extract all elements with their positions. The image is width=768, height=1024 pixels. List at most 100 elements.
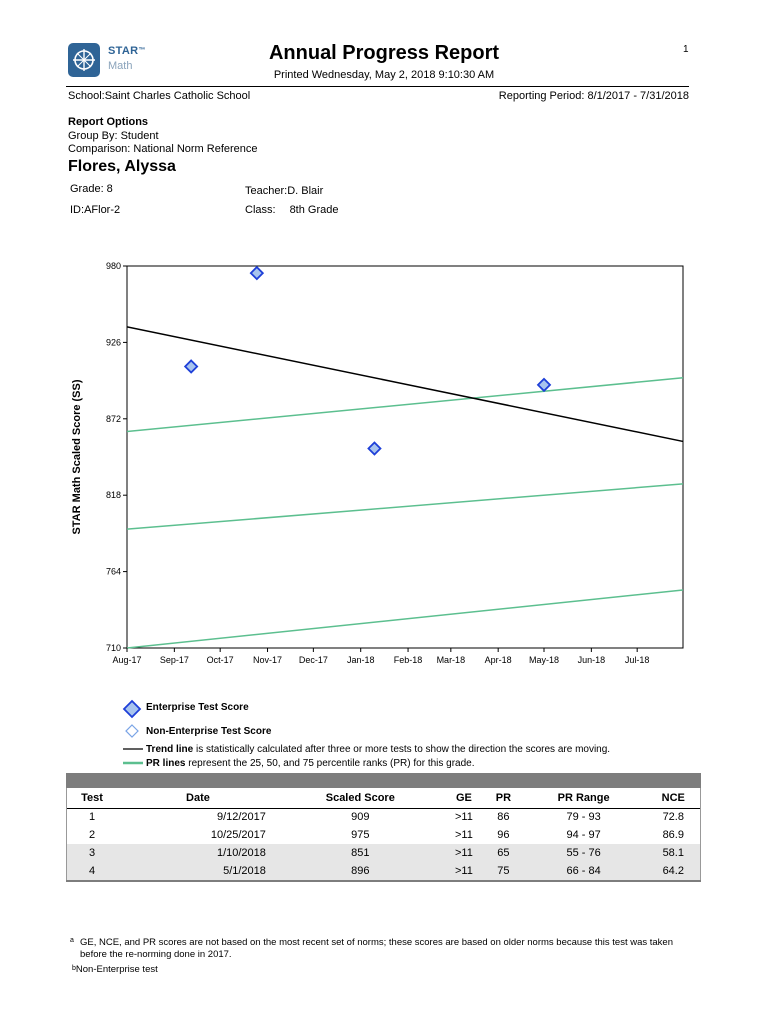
cell: 96 — [497, 829, 510, 841]
school-label: School: — [68, 90, 105, 102]
cell: 94 - 97 — [566, 829, 601, 841]
legend-non-enterprise: Non-Enterprise Test Score — [146, 726, 272, 737]
col-date: Date — [118, 788, 278, 809]
table-header-row: Test Date Scaled Score GE PR PR Range NC… — [66, 788, 701, 809]
star-logo-icon — [68, 43, 100, 77]
data-point — [367, 441, 382, 456]
cell: 2 — [88, 829, 96, 841]
cell: 909 — [351, 811, 370, 824]
student-name: Flores, Alyssa — [68, 158, 176, 175]
legend-markers — [122, 699, 143, 765]
report-options-heading: Report Options — [68, 116, 149, 128]
class-info: Class: 8th Grade — [245, 204, 338, 216]
col-test: Test — [66, 788, 118, 809]
logo-star-text: STAR™ — [108, 45, 146, 57]
table-row: 3 1/10/2018 851 >11 65 55 - 76 58.1 — [66, 844, 701, 862]
x-tick-label: Aug-17 — [112, 655, 141, 665]
cell: >11 — [442, 862, 486, 880]
cell: 1 — [88, 811, 96, 824]
y-axis-label: STAR Math Scaled Score (SS) — [71, 379, 83, 534]
x-tick-label: Nov-17 — [253, 655, 282, 665]
data-point — [536, 377, 552, 393]
header-divider — [66, 86, 689, 87]
x-tick-label: Feb-18 — [394, 655, 423, 665]
cell: 86 — [497, 811, 510, 824]
cell: 79 - 93 — [566, 811, 601, 824]
table-border-right — [700, 788, 701, 881]
table-border-left — [66, 788, 67, 881]
id-label: ID: — [70, 204, 85, 216]
enterprise-diamond-icon — [122, 699, 142, 719]
legend-trend: Trend line is statistically calculated a… — [146, 744, 611, 755]
printed-timestamp: Printed Wednesday, May 2, 2018 9:10:30 A… — [273, 69, 495, 81]
x-tick-label: Jul-18 — [625, 655, 650, 665]
logo-math-text: Math — [108, 60, 133, 72]
school-info: School:Saint Charles Catholic School — [68, 90, 250, 102]
class-name: 8th Grade — [289, 204, 339, 216]
teacher-label: Teacher: — [245, 185, 288, 197]
col-scaled-score: Scaled Score — [277, 788, 443, 809]
x-tick-label: Oct-17 — [207, 655, 234, 665]
table-header-bar — [66, 773, 701, 788]
trend-line — [126, 326, 684, 443]
non-enterprise-diamond-icon — [125, 724, 139, 738]
x-tick-label: Dec-17 — [299, 655, 328, 665]
cell: 72.8 — [662, 811, 684, 824]
y-tick-label: 926 — [106, 337, 121, 347]
cell: 66 - 84 — [521, 862, 646, 880]
y-tick-label: 980 — [106, 261, 121, 271]
cell: 1/10/2018 — [118, 844, 278, 862]
x-tick-label: Jun-18 — [578, 655, 606, 665]
cell: 5/1/2018 — [118, 862, 278, 880]
plot-area — [126, 265, 684, 649]
student-id-info: ID:AFlor-2 — [70, 204, 120, 216]
cell: 4 — [66, 862, 118, 880]
table-footer-bar — [66, 880, 701, 882]
report-title: Annual Progress Report — [268, 42, 500, 64]
cell: 55 - 76 — [521, 844, 646, 862]
x-tick-label: Mar-18 — [437, 655, 466, 665]
teacher-info: Teacher:D. Blair — [245, 185, 323, 197]
reporting-period: Reporting Period: 8/1/2017 - 7/31/2018 — [498, 90, 689, 102]
pr-line-1 — [126, 589, 684, 649]
legend-pr: PR lines represent the 25, 50, and 75 pe… — [146, 758, 475, 769]
pr-line-3 — [126, 377, 684, 433]
table-row: 4 5/1/2018 896 >11 75 66 - 84 64.2 — [66, 862, 701, 880]
student-grade: Grade: 8 — [70, 183, 113, 195]
student-id: AFlor-2 — [84, 204, 121, 216]
cell: 65 — [485, 844, 522, 862]
cell: 851 — [277, 844, 443, 862]
y-tick-label: 764 — [106, 567, 121, 577]
cell: 86.9 — [662, 829, 684, 841]
page-number: 1 — [683, 44, 689, 55]
x-tick-label: May-18 — [529, 655, 559, 665]
table-row: 1 9/12/2017 909 >11 86 79 - 93 72.8 — [66, 808, 701, 826]
col-nce: NCE — [645, 788, 701, 809]
legend-enterprise: Enterprise Test Score — [146, 702, 249, 713]
scaled-score-chart: 710 764 818 872 926 980 Aug-17 Sep-17 Oct-17 Nov-… — [71, 261, 684, 665]
group-by: Group By: Student — [68, 130, 159, 142]
cell: 9/12/2017 — [216, 811, 266, 824]
pr-line-2 — [126, 483, 684, 530]
cell: 75 — [485, 862, 522, 880]
test-scores-table: Test Date Scaled Score GE PR PR Range NC… — [66, 788, 701, 880]
cell: 3 — [66, 844, 118, 862]
col-pr-range: PR Range — [521, 788, 646, 809]
footnote-b: bNon-Enterprise test — [72, 964, 158, 975]
class-label: Class: — [245, 204, 276, 216]
school-name: Saint Charles Catholic School — [104, 90, 251, 102]
data-point — [183, 359, 199, 374]
cell: 975 — [351, 829, 370, 841]
col-ge: GE — [442, 788, 486, 809]
cell: 58.1 — [645, 844, 701, 862]
x-tick-label: Jan-18 — [347, 655, 375, 665]
x-tick-label: Sep-17 — [160, 655, 189, 665]
footnote-a-mark: a — [70, 937, 74, 944]
cell: >11 — [442, 844, 486, 862]
cell: 10/25/2017 — [210, 829, 266, 841]
y-tick-label: 818 — [106, 490, 121, 500]
footnote-a: GE, NCE, and PR scores are not based on … — [80, 937, 673, 960]
cell: >11 — [455, 829, 473, 841]
comparison: Comparison: National Norm Reference — [68, 143, 258, 155]
cell: 64.2 — [645, 862, 701, 880]
